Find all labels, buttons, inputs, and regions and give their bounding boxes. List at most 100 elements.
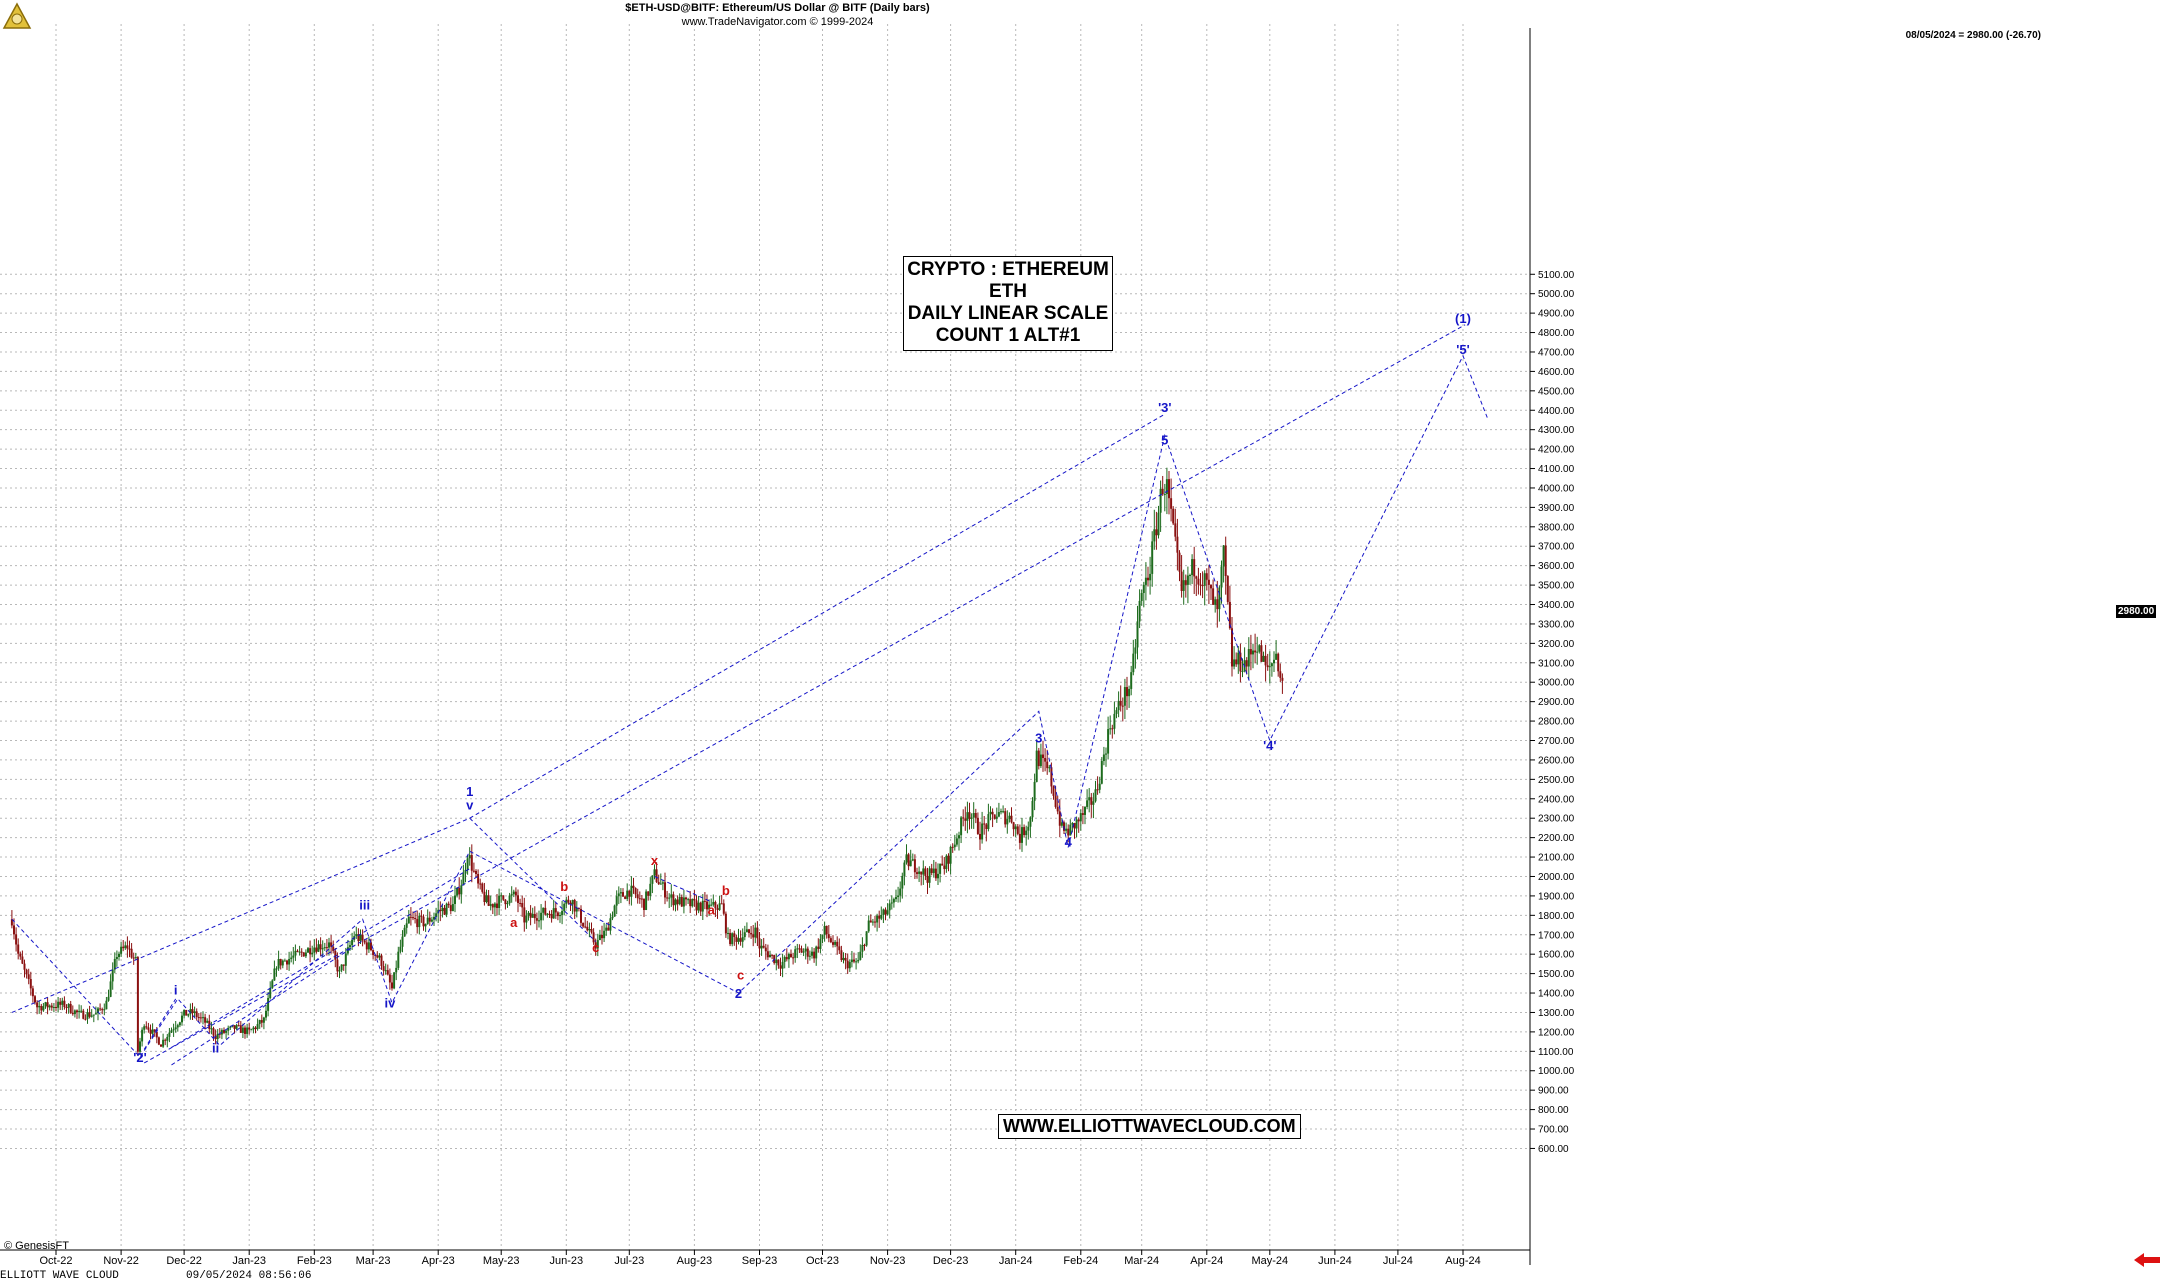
candle-body <box>941 863 944 866</box>
candle-body <box>619 892 622 894</box>
candle-body <box>315 947 318 952</box>
candle-body <box>271 980 274 989</box>
candle-body <box>699 902 702 912</box>
candle-body <box>361 934 364 941</box>
wave-label: 1 <box>466 784 473 799</box>
candle-body <box>701 900 704 912</box>
candle-body <box>934 868 937 879</box>
candle-body <box>418 915 421 928</box>
candle-body <box>802 951 805 953</box>
y-tick-label: 2500.00 <box>1538 775 1575 786</box>
y-tick-label: 3600.00 <box>1538 561 1575 572</box>
candle-body <box>771 954 774 956</box>
wave-label: i <box>174 983 178 998</box>
candle-body <box>1252 650 1254 655</box>
candle-body <box>355 934 358 937</box>
wave-label: '4' <box>1263 738 1276 753</box>
candle-body <box>840 950 843 961</box>
candle-body <box>235 1025 238 1029</box>
candle-body <box>806 948 809 957</box>
candle-body <box>294 950 297 956</box>
candle-body <box>624 896 627 899</box>
candle-body <box>451 904 454 912</box>
candle-body <box>1126 687 1128 697</box>
candle-body <box>256 1024 259 1030</box>
candle-body <box>10 919 13 926</box>
candle-body <box>477 873 480 884</box>
candle-body <box>580 908 582 923</box>
candle-body <box>122 946 125 949</box>
candle-body <box>514 891 517 896</box>
candle-body <box>176 1025 179 1028</box>
candle-body <box>527 912 530 916</box>
candle-body <box>1149 573 1152 581</box>
candle-body <box>817 946 820 949</box>
candle-body <box>1006 819 1009 825</box>
wave-label: ii <box>212 1040 219 1055</box>
candle-body <box>945 855 948 870</box>
candle-body <box>1014 826 1017 830</box>
candle-body <box>1176 536 1179 553</box>
candle-body <box>1210 584 1212 589</box>
y-tick-label: 700.00 <box>1538 1125 1569 1136</box>
candle-body <box>720 903 723 905</box>
candle-body <box>758 938 761 949</box>
candle-body <box>1012 822 1015 830</box>
wave-label: c <box>737 967 744 982</box>
candle-body <box>535 918 538 921</box>
candle-body <box>13 925 15 935</box>
candle-body <box>386 970 389 975</box>
candle-body <box>1184 580 1187 585</box>
y-tick-label: 1900.00 <box>1538 891 1575 902</box>
candle-body <box>708 904 711 910</box>
candle-body <box>302 952 305 957</box>
candle-body <box>1226 576 1229 602</box>
wave-count-lines <box>11 324 1489 1066</box>
candle-body <box>307 948 309 953</box>
candle-body <box>1216 599 1219 610</box>
candle-body <box>90 1015 93 1017</box>
candle-body <box>752 934 755 938</box>
candle-body <box>124 945 127 949</box>
y-tick-label: 4400.00 <box>1538 406 1575 417</box>
candle-body <box>592 932 595 943</box>
candle-body <box>617 893 620 897</box>
candle-body <box>493 903 496 908</box>
x-tick-label: Dec-22 <box>166 1255 201 1267</box>
candle-body <box>508 895 511 904</box>
x-tick-label: Apr-23 <box>422 1255 455 1267</box>
candle-body <box>1077 819 1080 822</box>
candle-body <box>260 1020 263 1023</box>
candle-body <box>225 1030 228 1033</box>
candle-body <box>775 959 778 964</box>
candle-body <box>262 1017 265 1023</box>
candle-body <box>958 835 960 839</box>
annotation-line: DAILY LINEAR SCALE <box>907 303 1109 324</box>
candle-body <box>403 927 406 937</box>
candle-body <box>481 883 484 892</box>
scroll-left-arrow-icon[interactable] <box>2134 1253 2160 1272</box>
candle-body <box>447 903 450 906</box>
x-tick-label: Feb-24 <box>1063 1255 1098 1267</box>
candle-body <box>832 942 834 945</box>
candle-body <box>367 942 370 950</box>
candle-body <box>517 895 519 903</box>
x-tick-label: Aug-24 <box>1445 1255 1480 1267</box>
candle-body <box>191 1009 194 1014</box>
wave-label: (1) <box>1455 311 1471 326</box>
wave-label: '2' <box>133 1050 146 1065</box>
candle-body <box>216 1033 219 1040</box>
candle-body <box>97 1008 99 1014</box>
wave-label: v <box>466 797 474 812</box>
candle-body <box>78 1010 81 1013</box>
candle-body <box>611 916 614 919</box>
candle-body <box>313 947 316 953</box>
candle-body <box>825 925 828 935</box>
candle-body <box>664 882 666 898</box>
candle-body <box>183 1009 186 1016</box>
y-tick-label: 1100.00 <box>1538 1047 1574 1058</box>
candle-body <box>170 1030 173 1033</box>
candle-body <box>17 944 20 954</box>
candle-body <box>273 968 276 981</box>
candle-body <box>794 949 797 958</box>
